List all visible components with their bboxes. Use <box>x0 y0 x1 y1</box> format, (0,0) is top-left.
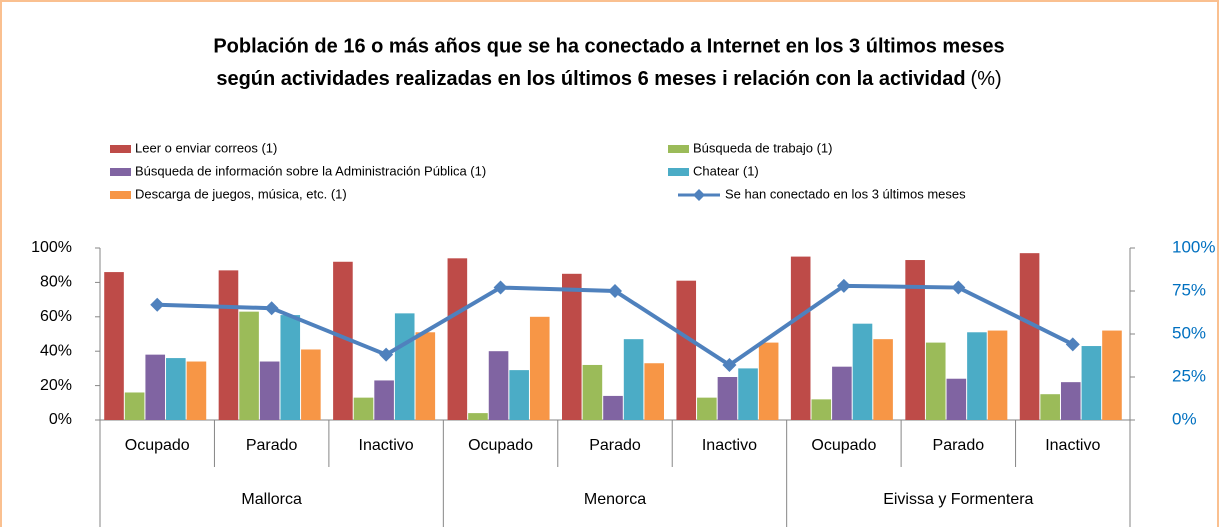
line-marker <box>379 347 394 362</box>
y-tick-label: 100% <box>31 239 72 256</box>
bar <box>415 332 436 420</box>
x-tick-label: Ocupado <box>811 437 876 454</box>
legend-swatch <box>110 191 131 199</box>
line-marker <box>608 284 622 298</box>
group-label: Mallorca <box>241 491 302 508</box>
bar <box>811 399 832 420</box>
legend-swatch <box>110 168 131 176</box>
bar <box>280 315 301 420</box>
line-marker <box>264 301 279 316</box>
bar <box>394 313 415 420</box>
bar <box>166 358 186 420</box>
bar <box>447 258 468 420</box>
bar <box>509 370 529 420</box>
group-label: Menorca <box>584 491 646 508</box>
line-marker <box>1065 337 1080 352</box>
bar <box>644 363 664 420</box>
bar <box>1019 253 1040 420</box>
legend-label: Leer o enviar correos (1) <box>135 140 277 155</box>
line-marker <box>150 297 165 312</box>
y-tick-label: 60% <box>40 308 72 325</box>
bar <box>967 332 987 420</box>
legend-swatch <box>110 145 131 153</box>
bar <box>468 413 488 420</box>
bar <box>905 260 925 420</box>
line-marker <box>493 280 508 295</box>
legend-label: Búsqueda de información sobre la Adminis… <box>135 163 486 178</box>
chart-title-unit: (%) <box>971 68 1002 90</box>
chart-title: Población de 16 o más años que se ha con… <box>213 35 1004 57</box>
legend-label: Descarga de juegos, música, etc. (1) <box>135 186 347 201</box>
x-tick-label: Inactivo <box>702 437 757 454</box>
bar <box>832 366 852 420</box>
legend-swatch <box>668 168 689 176</box>
bar <box>676 280 697 420</box>
legend-marker <box>693 189 705 201</box>
x-tick-label: Parado <box>589 437 641 454</box>
group-label: Eivissa y Formentera <box>883 491 1033 508</box>
bar <box>623 339 644 420</box>
x-tick-label: Parado <box>246 437 298 454</box>
x-tick-label: Ocupado <box>125 437 190 454</box>
bar <box>987 330 1008 420</box>
x-tick-label: Parado <box>933 437 985 454</box>
bar <box>717 377 738 420</box>
bar <box>186 361 207 420</box>
bar <box>603 395 623 420</box>
y2-tick-label: 100% <box>1172 237 1215 256</box>
chart-title-line: según actividades realizadas en los últi… <box>216 68 965 90</box>
x-tick-label: Inactivo <box>1045 437 1100 454</box>
line-marker <box>836 278 851 293</box>
bar <box>925 342 946 420</box>
line-marker <box>722 357 737 372</box>
bar <box>333 261 353 420</box>
chart-title: según actividades realizadas en los últi… <box>216 68 1001 90</box>
bar <box>124 392 145 420</box>
y2-tick-label: 0% <box>1172 409 1197 428</box>
bar <box>488 351 509 420</box>
bar <box>562 273 582 420</box>
bar <box>1081 346 1102 420</box>
bar <box>1060 382 1081 420</box>
y2-tick-label: 50% <box>1172 323 1206 342</box>
bar <box>529 316 550 420</box>
bar <box>145 354 166 420</box>
y-tick-label: 0% <box>49 411 72 428</box>
bar <box>790 256 811 420</box>
x-tick-label: Ocupado <box>468 437 533 454</box>
legend-swatch <box>668 145 689 153</box>
bar <box>353 397 374 420</box>
bar <box>259 361 280 420</box>
y-tick-label: 40% <box>40 342 72 359</box>
bar <box>582 364 603 420</box>
y2-tick-label: 25% <box>1172 366 1206 385</box>
bar <box>697 397 717 420</box>
bar <box>239 311 259 420</box>
bar <box>1040 394 1060 420</box>
bar <box>374 380 394 420</box>
line-marker <box>951 280 966 295</box>
bar <box>1102 330 1122 420</box>
y-tick-label: 80% <box>40 274 72 291</box>
y-tick-label: 20% <box>40 377 72 394</box>
bar <box>301 349 321 420</box>
bar <box>946 378 967 420</box>
legend-label: Se han conectado en los 3 últimos meses <box>725 186 966 201</box>
bar <box>873 339 893 420</box>
bar <box>758 342 779 420</box>
y2-tick-label: 75% <box>1172 280 1206 299</box>
legend-label: Búsqueda de trabajo (1) <box>693 140 832 155</box>
bar <box>738 368 758 420</box>
x-tick-label: Inactivo <box>359 437 414 454</box>
bar <box>852 323 873 420</box>
legend-label: Chatear (1) <box>693 163 759 178</box>
bar <box>218 270 239 420</box>
bar <box>104 272 124 420</box>
